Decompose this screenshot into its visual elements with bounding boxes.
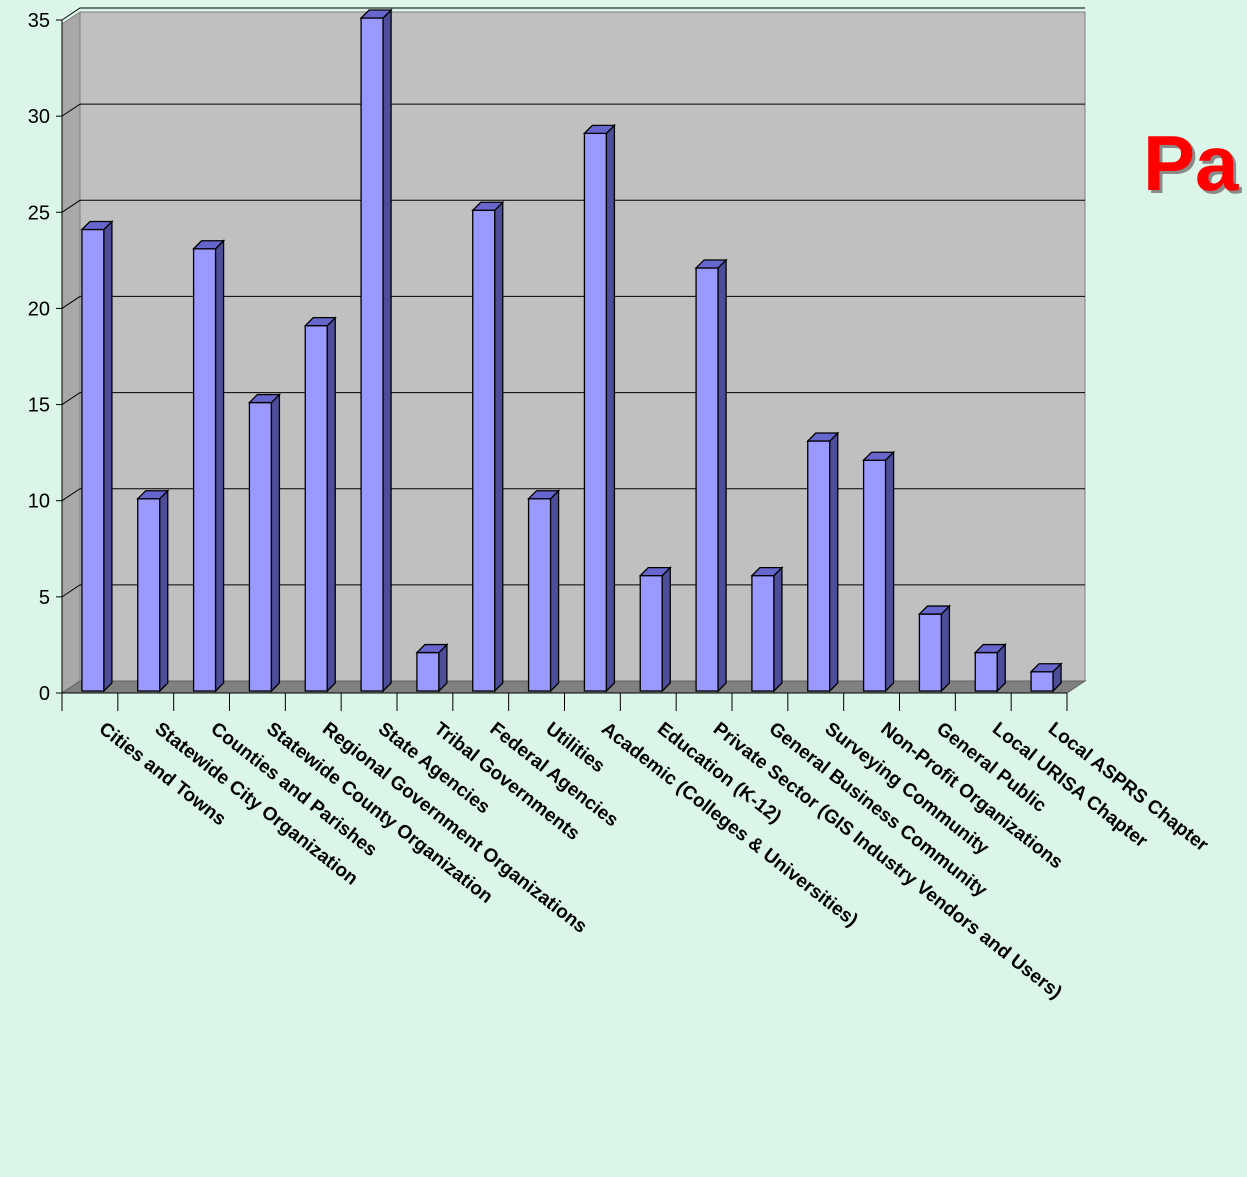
bar-side — [884, 450, 895, 693]
gridlines — [61, 7, 1085, 598]
bar-top — [527, 490, 561, 500]
bar-top — [973, 643, 1007, 654]
bar — [415, 642, 449, 693]
gridline — [61, 488, 1085, 502]
y-axis: 0 5 10 15 20 25 30 35 — [28, 10, 63, 705]
bar-top — [359, 9, 393, 19]
bar-front — [192, 248, 217, 692]
bar-front — [918, 613, 943, 692]
gridline — [61, 392, 1085, 405]
y-tick-label: 35 — [28, 10, 50, 32]
bar-top — [471, 201, 505, 211]
gridline — [61, 103, 1085, 117]
bar-top — [694, 259, 728, 269]
y-tick-label: 10 — [28, 491, 50, 513]
bar-top — [136, 490, 170, 500]
bar-top — [303, 317, 337, 327]
bar-top — [750, 566, 784, 577]
bar — [359, 8, 393, 693]
bar-front — [81, 228, 105, 692]
bar-side — [773, 566, 783, 693]
bar — [582, 123, 616, 693]
bar-front — [583, 132, 608, 692]
bar — [917, 604, 951, 693]
bar-side — [940, 604, 951, 693]
bar-top — [80, 220, 114, 231]
bar-front — [416, 651, 440, 692]
plot-back-wall — [79, 11, 1086, 682]
bar-side — [270, 393, 281, 693]
bar-top — [862, 451, 896, 461]
bar-front — [695, 267, 719, 692]
bar-front — [248, 401, 273, 692]
gridline — [61, 199, 1085, 213]
y-tick-label: 15 — [28, 395, 50, 417]
bar-front — [1030, 671, 1054, 692]
bar-front — [137, 498, 161, 692]
gridline — [61, 584, 1085, 598]
bar — [527, 489, 561, 693]
bar-top — [1029, 663, 1063, 673]
bar-side — [103, 219, 113, 693]
bar-side — [717, 258, 727, 693]
bar — [136, 489, 170, 693]
bar-top — [638, 566, 672, 577]
bar-side — [829, 431, 839, 693]
y-tick-label: 30 — [28, 106, 50, 128]
bar-front — [472, 209, 496, 692]
bar-front — [807, 440, 831, 692]
bar-side — [494, 200, 504, 693]
bar-top — [917, 605, 951, 615]
bar — [694, 258, 728, 693]
bar-top — [415, 643, 449, 654]
bar-side — [159, 489, 169, 693]
bar-top — [192, 240, 226, 250]
y-tick-label: 20 — [28, 298, 50, 320]
bar-top — [582, 124, 616, 135]
bar — [471, 200, 505, 693]
bar-side — [382, 8, 392, 693]
bar-side — [661, 566, 671, 693]
bar — [806, 431, 840, 693]
bar-side — [214, 239, 225, 693]
bar — [247, 393, 281, 693]
bar-side — [605, 123, 616, 693]
bar-front — [974, 651, 998, 692]
bars — [80, 8, 1063, 693]
bar-top — [247, 393, 281, 404]
bar — [192, 239, 226, 693]
bar-front — [360, 17, 384, 692]
bar-front — [751, 574, 775, 692]
bar-side — [326, 316, 336, 693]
bar — [1029, 662, 1063, 693]
bar — [862, 450, 896, 693]
slide-title: Pa — [1143, 119, 1239, 207]
bar — [750, 566, 784, 693]
y-tick-label: 25 — [28, 202, 50, 224]
bar-front — [639, 574, 663, 692]
bar-front — [862, 459, 887, 692]
bar-side — [549, 489, 560, 693]
bar — [638, 566, 672, 693]
gridline — [61, 295, 1085, 309]
y-tick-label: 0 — [39, 683, 50, 705]
bar-front — [527, 498, 552, 692]
bar-front — [304, 325, 328, 692]
bar — [303, 316, 337, 693]
bar-top — [806, 432, 840, 442]
y-tick-label: 5 — [39, 587, 50, 609]
gridline — [61, 7, 1085, 21]
bar — [973, 642, 1007, 693]
bar — [80, 219, 114, 693]
